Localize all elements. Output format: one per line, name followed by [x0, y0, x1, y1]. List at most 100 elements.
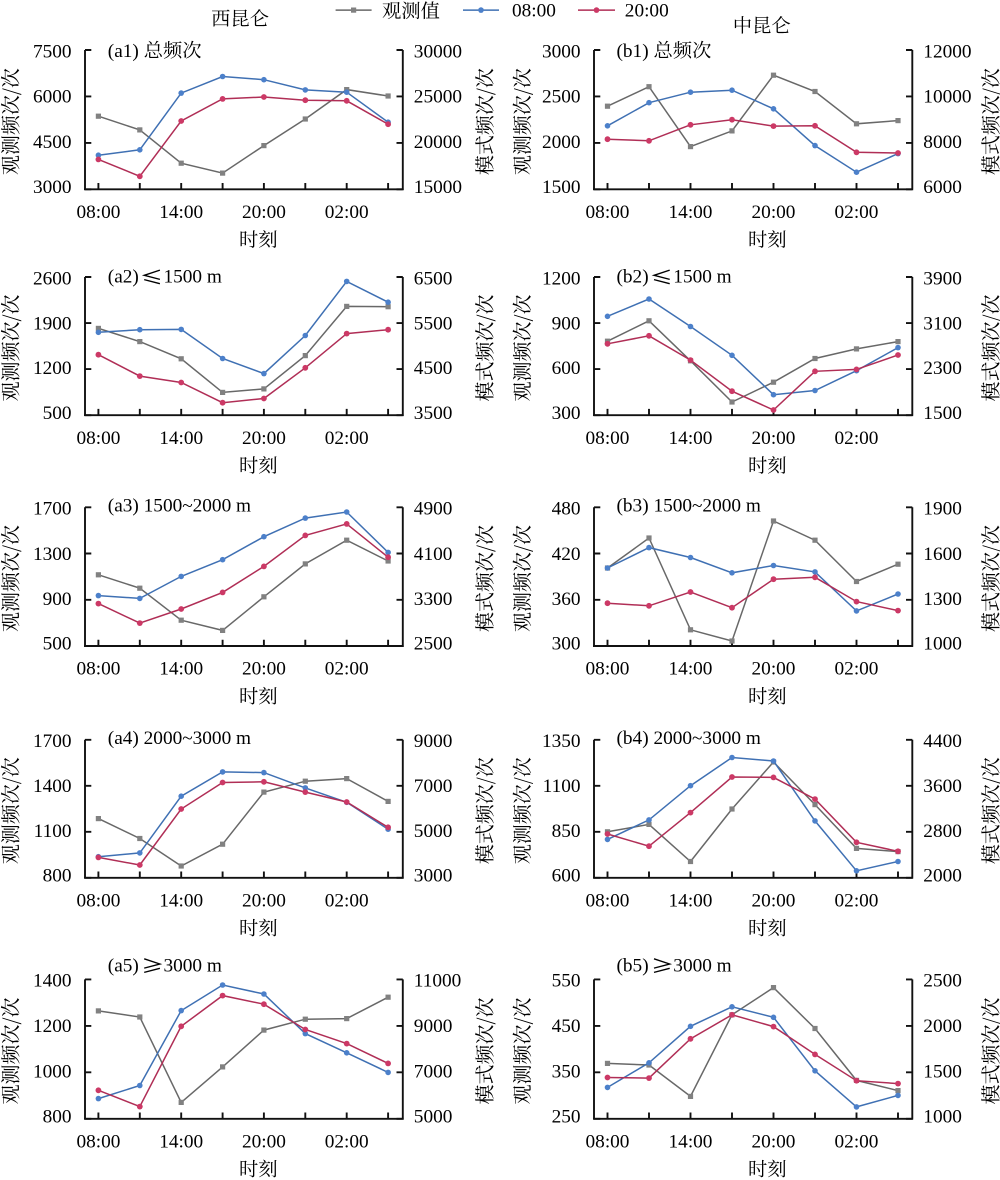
svg-text:1000: 1000: [923, 634, 962, 655]
svg-text:1500: 1500: [923, 1061, 962, 1082]
svg-text:2500: 2500: [414, 634, 453, 655]
svg-text:9000: 9000: [414, 731, 453, 752]
svg-text:8000: 8000: [923, 132, 962, 153]
svg-text:300: 300: [552, 634, 581, 655]
svg-text:4100: 4100: [414, 544, 453, 565]
svg-text:14:00: 14:00: [159, 428, 203, 449]
svg-text:1200: 1200: [542, 268, 581, 289]
svg-text:15000: 15000: [414, 177, 462, 198]
svg-text:14:00: 14:00: [159, 891, 203, 912]
svg-text:12000: 12000: [923, 41, 971, 62]
svg-text:6500: 6500: [414, 268, 453, 289]
svg-text:20:00: 20:00: [242, 1132, 286, 1153]
svg-text:3900: 3900: [923, 268, 962, 289]
svg-text:02:00: 02:00: [325, 659, 369, 680]
svg-text:02:00: 02:00: [325, 202, 369, 223]
svg-text:3600: 3600: [923, 776, 962, 797]
svg-text:250: 250: [552, 1106, 581, 1127]
svg-text:1500 m: 1500 m: [673, 267, 731, 288]
svg-text:20:00: 20:00: [242, 659, 286, 680]
svg-text:14:00: 14:00: [159, 1132, 203, 1153]
svg-text:08:00: 08:00: [586, 659, 630, 680]
svg-text:3500: 3500: [414, 403, 453, 424]
svg-text:5000: 5000: [414, 821, 453, 842]
svg-text:1300: 1300: [33, 544, 72, 565]
svg-text:3100: 3100: [923, 313, 962, 334]
svg-text:08:00: 08:00: [512, 1, 556, 22]
svg-text:3000: 3000: [414, 865, 453, 886]
svg-text:(a2): (a2): [108, 267, 139, 288]
svg-text:2300: 2300: [923, 358, 962, 379]
svg-text:850: 850: [552, 821, 581, 842]
svg-text:3000 m: 3000 m: [164, 955, 222, 976]
svg-text:02:00: 02:00: [835, 1132, 879, 1153]
svg-text:02:00: 02:00: [835, 202, 879, 223]
svg-text:1600: 1600: [923, 544, 962, 565]
svg-text:08:00: 08:00: [586, 428, 630, 449]
svg-text:(a4) 2000~3000 m: (a4) 2000~3000 m: [108, 728, 251, 749]
svg-text:20:00: 20:00: [752, 202, 796, 223]
svg-text:1500 m: 1500 m: [164, 267, 222, 288]
svg-text:4900: 4900: [414, 499, 453, 520]
svg-text:1500: 1500: [542, 177, 581, 198]
svg-text:20:00: 20:00: [752, 428, 796, 449]
svg-text:2600: 2600: [33, 268, 72, 289]
svg-text:20:00: 20:00: [752, 891, 796, 912]
svg-text:4400: 4400: [923, 731, 962, 752]
svg-text:1000: 1000: [923, 1106, 962, 1127]
svg-text:900: 900: [552, 313, 581, 334]
svg-text:1200: 1200: [33, 358, 72, 379]
svg-text:14:00: 14:00: [669, 1132, 713, 1153]
svg-text:2000: 2000: [923, 1016, 962, 1037]
svg-text:7000: 7000: [414, 1061, 453, 1082]
svg-text:7000: 7000: [414, 776, 453, 797]
svg-text:08:00: 08:00: [76, 428, 120, 449]
svg-text:30000: 30000: [414, 41, 462, 62]
svg-text:1000: 1000: [33, 1061, 72, 1082]
svg-text:1900: 1900: [923, 499, 962, 520]
svg-text:20:00: 20:00: [242, 202, 286, 223]
svg-text:1300: 1300: [923, 589, 962, 610]
svg-text:6000: 6000: [33, 87, 72, 108]
svg-text:1400: 1400: [33, 971, 72, 992]
svg-text:1700: 1700: [33, 731, 72, 752]
svg-text:3300: 3300: [414, 589, 453, 610]
svg-text:900: 900: [43, 589, 72, 610]
svg-text:9000: 9000: [414, 1016, 453, 1037]
svg-text:1100: 1100: [34, 821, 72, 842]
svg-text:(b5): (b5): [617, 955, 649, 976]
svg-text:08:00: 08:00: [586, 891, 630, 912]
svg-text:500: 500: [43, 403, 72, 424]
svg-text:1700: 1700: [33, 499, 72, 520]
svg-text:20:00: 20:00: [752, 1132, 796, 1153]
svg-text:350: 350: [552, 1061, 581, 1082]
svg-text:14:00: 14:00: [669, 659, 713, 680]
svg-text:08:00: 08:00: [76, 659, 120, 680]
svg-text:14:00: 14:00: [669, 891, 713, 912]
svg-text:2800: 2800: [923, 821, 962, 842]
svg-text:5500: 5500: [414, 313, 453, 334]
svg-text:20:00: 20:00: [752, 659, 796, 680]
svg-text:500: 500: [43, 634, 72, 655]
svg-text:14:00: 14:00: [669, 202, 713, 223]
svg-text:(b3) 1500~2000 m: (b3) 1500~2000 m: [617, 496, 761, 517]
svg-text:20:00: 20:00: [625, 1, 669, 22]
svg-text:02:00: 02:00: [835, 659, 879, 680]
svg-text:1500: 1500: [923, 403, 962, 424]
svg-text:14:00: 14:00: [669, 428, 713, 449]
svg-text:(a5): (a5): [108, 955, 139, 976]
svg-text:3000: 3000: [33, 177, 72, 198]
svg-text:2000: 2000: [542, 132, 581, 153]
svg-text:2500: 2500: [923, 971, 962, 992]
svg-text:11000: 11000: [414, 971, 462, 992]
svg-text:6000: 6000: [923, 177, 962, 198]
svg-text:(b4) 2000~3000 m: (b4) 2000~3000 m: [617, 728, 761, 749]
svg-text:600: 600: [552, 358, 581, 379]
svg-text:2500: 2500: [542, 87, 581, 108]
svg-text:1200: 1200: [33, 1016, 72, 1037]
svg-text:(a1): (a1): [108, 41, 139, 62]
svg-text:02:00: 02:00: [835, 891, 879, 912]
svg-text:20:00: 20:00: [242, 428, 286, 449]
svg-text:360: 360: [552, 589, 581, 610]
svg-text:800: 800: [43, 1106, 72, 1127]
